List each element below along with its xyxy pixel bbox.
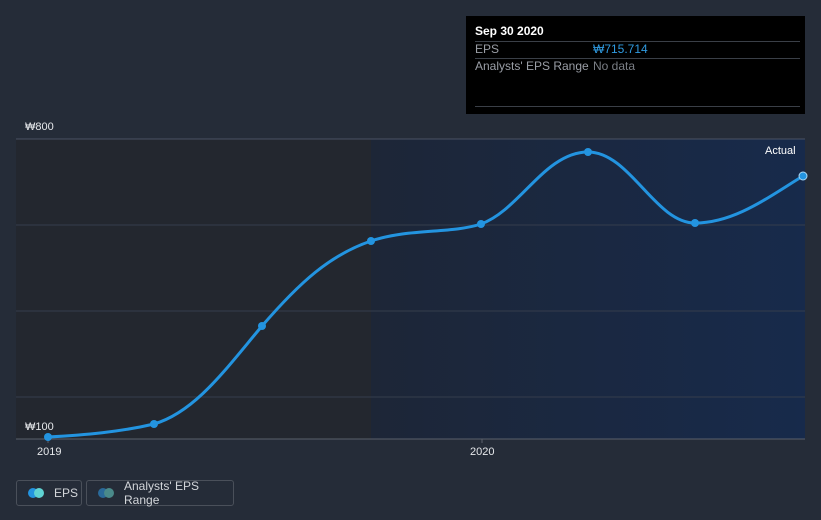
divider: [475, 58, 800, 59]
tooltip-date: Sep 30 2020: [475, 24, 544, 38]
divider: [475, 106, 800, 107]
legend-eps-label: EPS: [54, 486, 79, 500]
eps-legend-icon: [28, 488, 44, 498]
y-label-bottom: ₩100: [25, 421, 54, 433]
analyst-range-legend-icon: [98, 488, 114, 498]
legend-analyst-range[interactable]: Analysts' EPS Range: [86, 479, 234, 507]
y-label-top: ₩800: [25, 121, 54, 133]
legend-eps[interactable]: EPS: [16, 480, 82, 506]
past-region: [16, 139, 371, 439]
x-label-2019: 2019: [37, 446, 62, 458]
divider: [475, 41, 800, 42]
tooltip: Sep 30 2020 EPS ₩715.714 Analysts' EPS R…: [466, 16, 805, 114]
legend-analyst-range-label: Analysts' EPS Range: [124, 479, 199, 507]
eps-points[interactable]: [44, 148, 808, 441]
x-label-2020: 2020: [470, 446, 495, 458]
tooltip-range-label: Analysts' EPS Range: [475, 59, 589, 73]
actual-label: Actual: [765, 145, 796, 157]
tooltip-eps-value: ₩715.714: [593, 42, 648, 56]
tooltip-range-value: No data: [593, 59, 636, 73]
eps-line: [47, 150, 804, 439]
actual-region: [371, 139, 805, 439]
tooltip-eps-label: EPS: [475, 42, 500, 56]
